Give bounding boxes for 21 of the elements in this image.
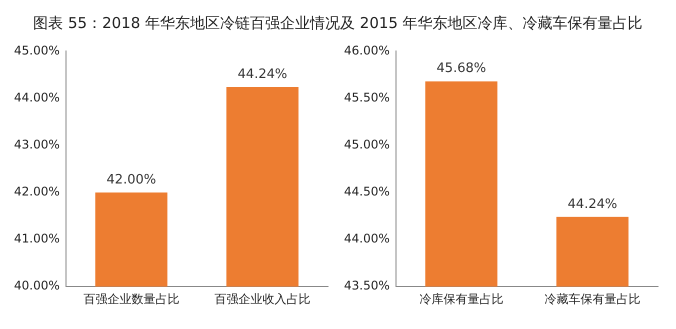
- data-label: 45.68%: [436, 61, 486, 76]
- y-tick-label: 44.00%: [14, 90, 60, 104]
- y-tick-label: 44.00%: [344, 232, 390, 246]
- y-tick-label: 44.50%: [344, 184, 390, 199]
- data-label: 44.24%: [238, 66, 288, 82]
- y-tick-label: 45.00%: [344, 137, 390, 152]
- y-tick-label: 43.00%: [14, 137, 60, 152]
- x-tick-label: 百强企业收入占比: [214, 292, 310, 306]
- y-tick-label: 43.50%: [344, 278, 390, 293]
- x-tick-label: 百强企业数量占比: [83, 292, 180, 306]
- chart-title: 图表 55：2018 年华东地区冷链百强企业情况及 2015 年华东地区冷库、冷藏车保有量占比: [32, 13, 644, 34]
- x-tick-label: 冷藏车保有量占比: [544, 292, 640, 306]
- y-tick-label: 40.00%: [14, 278, 60, 293]
- y-tick-label: 45.50%: [344, 90, 390, 104]
- y-tick-label: 41.00%: [14, 232, 60, 246]
- y-tick-label: 42.00%: [14, 184, 60, 199]
- data-label: 42.00%: [106, 172, 156, 188]
- data-label: 44.24%: [568, 196, 618, 212]
- x-tick-label: 冷库保有量占比: [419, 292, 504, 306]
- y-tick-label: 46.00%: [344, 43, 390, 58]
- y-tick-label: 45.00%: [14, 43, 60, 58]
